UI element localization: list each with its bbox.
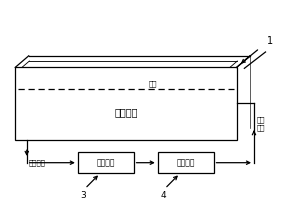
Bar xyxy=(78,152,134,173)
Text: 水流方向: 水流方向 xyxy=(29,160,46,166)
Text: 冷却水槽: 冷却水槽 xyxy=(114,108,138,118)
Bar xyxy=(158,152,214,173)
Text: 净水装置: 净水装置 xyxy=(176,158,195,167)
Text: 4: 4 xyxy=(160,191,166,200)
Text: 水流
方向: 水流 方向 xyxy=(257,116,266,131)
Text: 循环水泵: 循环水泵 xyxy=(97,158,115,167)
Text: 3: 3 xyxy=(80,191,86,200)
Text: 液面: 液面 xyxy=(148,81,157,87)
Text: 1: 1 xyxy=(267,36,274,46)
Bar xyxy=(15,67,237,140)
